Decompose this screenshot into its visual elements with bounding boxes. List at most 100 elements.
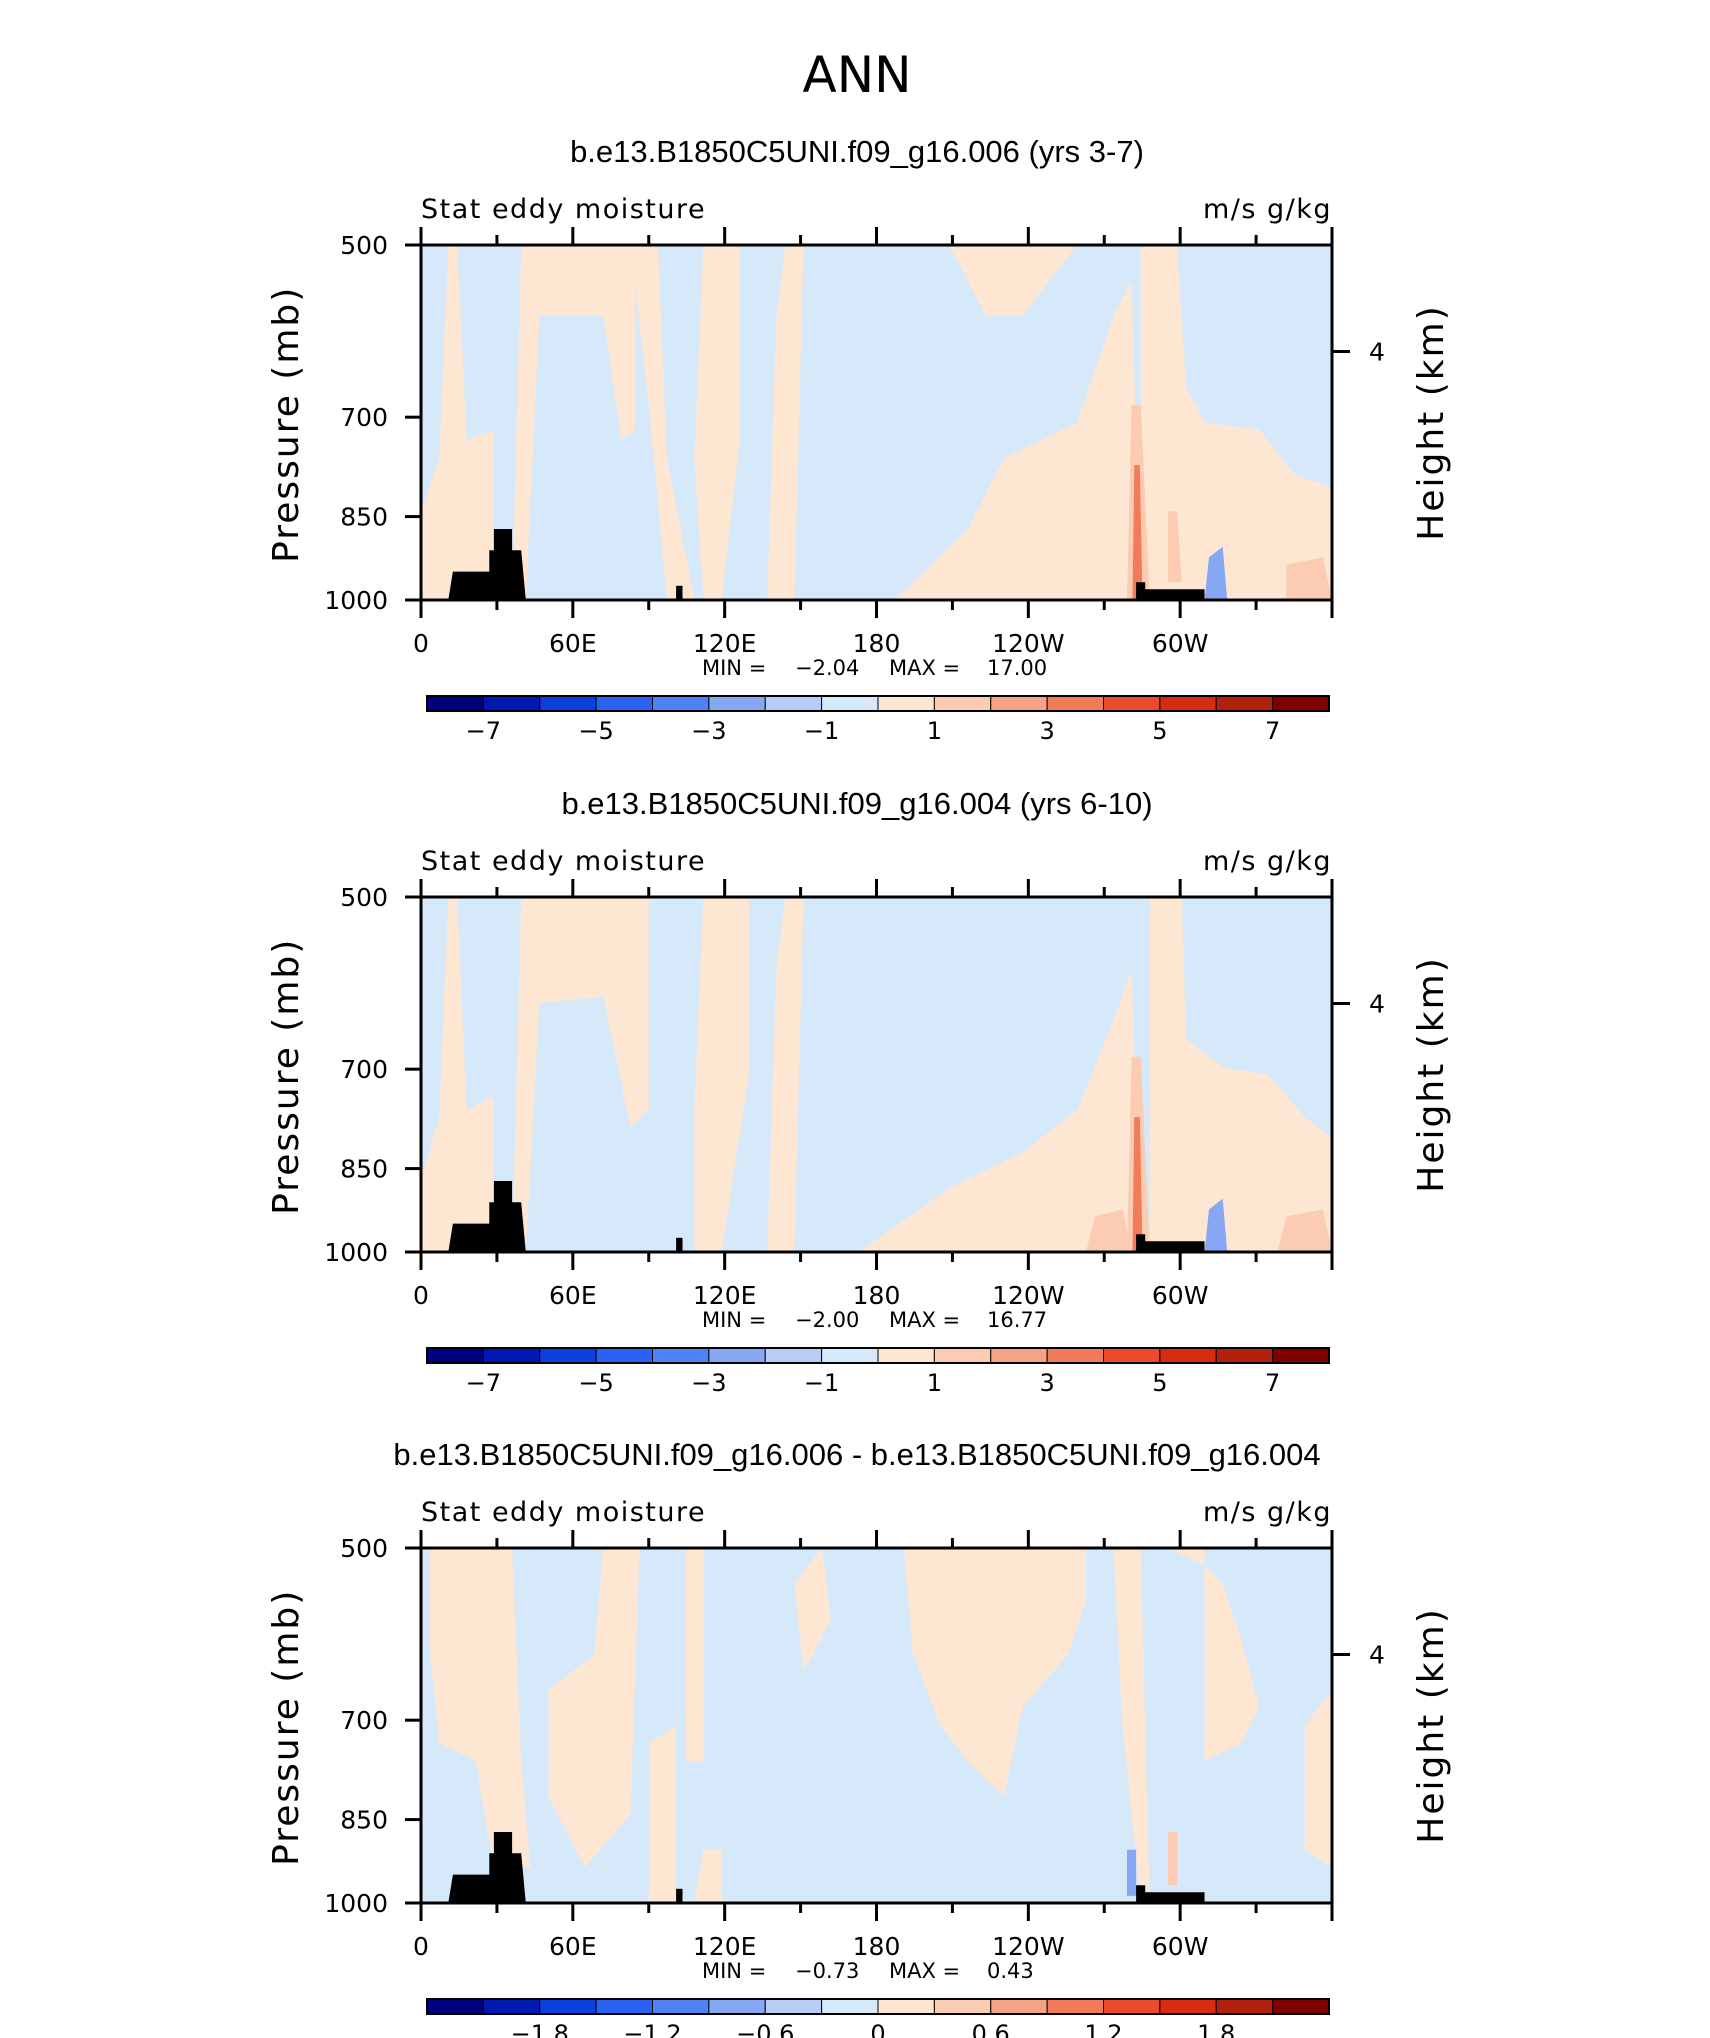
colorbar-swatch [821, 695, 879, 712]
y-tick-label: 700 [340, 1055, 388, 1084]
colorbar-swatch [708, 1998, 766, 2015]
colorbar-swatch [539, 695, 597, 712]
colorbar-swatch [1272, 1998, 1330, 2015]
colorbar-swatch [1159, 695, 1217, 712]
colorbar-frame [426, 1347, 1330, 1364]
y-axis-label: Pressure (mb) [266, 938, 307, 1215]
colorbar-tick-label: 3 [1039, 1369, 1054, 1397]
colorbar-swatch [1272, 1347, 1330, 1364]
colorbar-swatch [426, 1347, 484, 1364]
max-value: 16.77 [987, 1308, 1047, 1332]
field-contour-11 [1168, 511, 1182, 583]
field-contour-2 [512, 897, 649, 1252]
field-contour-7 [903, 1548, 1086, 1797]
colorbar-swatch [539, 1347, 597, 1364]
chart-panel-1: b.e13.B1850C5UNI.f09_g16.006 (yrs 3-7) St… [266, 134, 1452, 745]
colorbar-swatch [595, 1347, 653, 1364]
colorbar-swatch [1272, 695, 1330, 712]
colorbar-swatch [933, 1347, 992, 1364]
x-tick-label: 60W [1152, 629, 1209, 658]
colorbar-swatch [990, 1347, 1048, 1364]
min-label: MIN = [702, 1959, 766, 1983]
colorbar-swatch [877, 1998, 935, 2015]
terrain-mask-2 [676, 1888, 683, 1903]
min-label: MIN = [702, 656, 766, 680]
colorbar-tick-label: 1 [927, 717, 942, 745]
field-contour-10 [1204, 1198, 1228, 1252]
colorbar-swatch [933, 695, 992, 712]
field-contour-9 [1132, 1117, 1143, 1252]
x-tick-label: 60W [1152, 1932, 1209, 1961]
colorbar-tick-label: −7 [466, 717, 501, 745]
field-contour-8 [1140, 245, 1332, 600]
y-axis-label: Pressure (mb) [266, 286, 307, 563]
field-contour-3 [630, 245, 695, 600]
colorbar-swatch [1215, 1998, 1274, 2015]
colorbar-swatch [1103, 695, 1161, 712]
colorbar-swatch [595, 695, 653, 712]
colorbar-swatch [708, 695, 766, 712]
colorbar-swatch [990, 1998, 1048, 2015]
terrain-mask-2 [676, 585, 683, 600]
colorbar-tick-label: 0.6 [972, 2020, 1010, 2038]
y-tick-label: 500 [340, 883, 388, 912]
min-value: −0.73 [795, 1959, 859, 1983]
field-contour-9 [1168, 1548, 1260, 1761]
colorbar-swatch [426, 1998, 484, 2015]
field-contour-2 [548, 1548, 640, 1868]
colorbar-swatch [1103, 1347, 1161, 1364]
colorbar-swatch [482, 1347, 541, 1364]
colorbar-swatch [1159, 1998, 1217, 2015]
y-tick-label: 1000 [324, 586, 388, 615]
colorbar-swatch [764, 1347, 823, 1364]
colorbar-swatch [1159, 1347, 1217, 1364]
colorbar-swatch [1046, 1998, 1104, 2015]
colorbar-swatch [595, 1998, 653, 2015]
y-tick-label: 700 [340, 403, 388, 432]
panel-title: b.e13.B1850C5UNI.f09_g16.006 (yrs 3-7) [570, 134, 1144, 169]
field-contour-6 [949, 245, 1077, 316]
colorbar-swatch [426, 695, 484, 712]
colorbar-swatch [1103, 1998, 1161, 2015]
field-contour-10 [1132, 465, 1143, 600]
colorbar-swatch [652, 1998, 710, 2015]
panel-right-label: m/s g/kg [1203, 846, 1332, 877]
colorbar-tick-label: 5 [1152, 717, 1167, 745]
field-contour-4 [694, 245, 740, 600]
colorbar-tick-label: 0 [870, 2020, 885, 2038]
x-tick-label: 120W [992, 1932, 1064, 1961]
colorbar-tick-label: −1.8 [511, 2020, 569, 2038]
terrain-mask-3 [1136, 1885, 1205, 1903]
colorbar-tick-label: 7 [1265, 1369, 1280, 1397]
panel-right-label: m/s g/kg [1203, 1497, 1332, 1528]
field-contour-6 [794, 1548, 831, 1673]
colorbar-swatch [1046, 1347, 1104, 1364]
y-right-tick-label: 4 [1369, 338, 1385, 367]
terrain-mask-1 [448, 1181, 526, 1252]
colorbar-swatch [1215, 695, 1274, 712]
colorbar-frame [426, 695, 1330, 712]
colorbar-tick-label: 3 [1039, 717, 1054, 745]
field-contour-8 [1113, 1548, 1150, 1903]
colorbar-swatch [877, 695, 935, 712]
y-tick-label: 850 [340, 1155, 388, 1184]
colorbar-tick-label: 1.2 [1084, 2020, 1122, 2038]
colorbar-tick-label: −0.6 [736, 2020, 794, 2038]
colorbar-swatch [933, 1998, 992, 2015]
colorbar-swatch [821, 1347, 879, 1364]
y-right-tick-label: 4 [1369, 990, 1385, 1019]
field-contour-1 [421, 897, 494, 1252]
min-value: −2.00 [795, 1308, 859, 1332]
colorbar-swatch [990, 695, 1048, 712]
x-tick-label: 120E [693, 629, 757, 658]
y-right-tick-label: 4 [1369, 1641, 1385, 1670]
x-tick-label: 120W [992, 629, 1064, 658]
colorbar-swatch [1046, 695, 1104, 712]
colorbar-tick-label: 7 [1265, 717, 1280, 745]
x-tick-label: 180 [853, 629, 901, 658]
max-value: 0.43 [987, 1959, 1034, 1983]
field-contour-6 [1149, 897, 1332, 1252]
y-tick-label: 1000 [324, 1238, 388, 1267]
terrain-mask-3 [1136, 582, 1205, 600]
field-contour-3 [648, 1725, 677, 1903]
